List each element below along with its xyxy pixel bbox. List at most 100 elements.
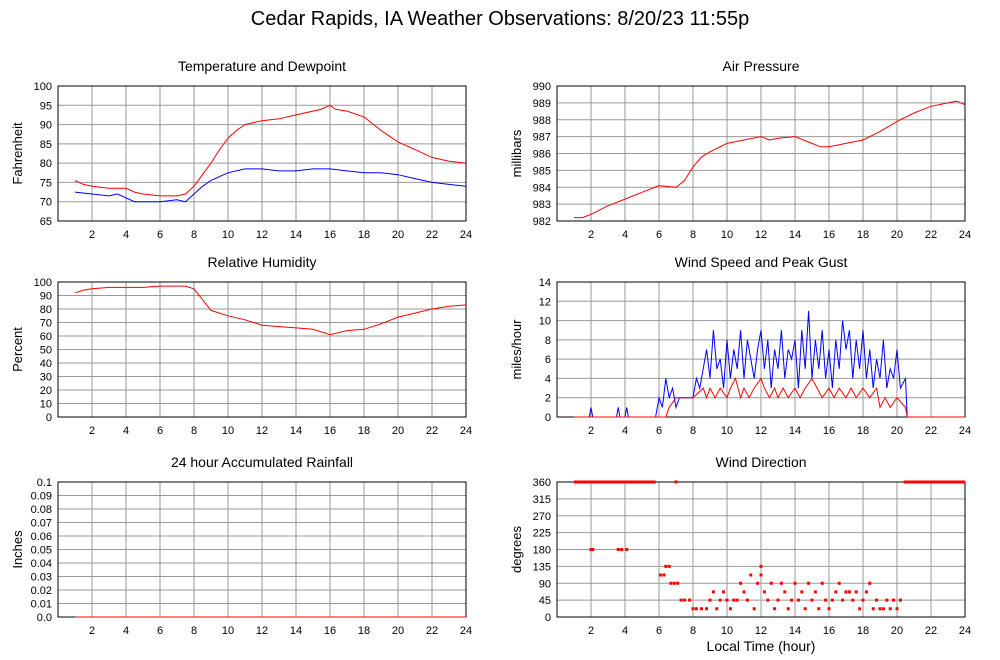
y-tick-label: 0.0 <box>37 612 52 624</box>
chart-title: Temperature and Dewpoint <box>178 58 346 74</box>
y-tick-label: 10 <box>539 316 551 328</box>
y-tick-label: 180 <box>533 545 551 557</box>
direction-point <box>769 581 773 585</box>
plot-frame <box>57 85 467 222</box>
series-line-red <box>574 100 966 219</box>
direction-point <box>824 598 828 602</box>
x-tick-label: 6 <box>656 229 662 241</box>
chart-title: Wind Speed and Peak Gust <box>675 254 848 270</box>
direction-point <box>830 598 834 602</box>
y-tick-label: 80 <box>40 304 52 316</box>
x-tick-label: 10 <box>222 425 234 437</box>
direction-point <box>694 607 698 611</box>
direction-point <box>756 581 760 585</box>
direction-point <box>620 548 624 551</box>
x-tick-label: 24 <box>959 625 971 637</box>
x-tick-label: 2 <box>588 425 594 437</box>
x-tick-label: 22 <box>925 229 937 241</box>
direction-point <box>705 607 709 611</box>
direction-point <box>659 573 663 577</box>
x-tick-label: 4 <box>123 425 129 437</box>
direction-point <box>800 590 804 594</box>
x-tick-label: 10 <box>222 625 234 637</box>
y-tick-label: 90 <box>539 578 551 590</box>
y-tick-label: 0 <box>545 412 551 424</box>
plot-frame <box>556 481 966 618</box>
x-tick-label: 10 <box>721 425 733 437</box>
direction-point <box>679 598 683 602</box>
series-line-red <box>574 377 965 418</box>
direction-point <box>779 581 783 585</box>
direction-point <box>837 581 841 585</box>
direction-point <box>722 590 726 594</box>
y-tick-label: 984 <box>533 182 551 194</box>
direction-point <box>817 607 821 611</box>
direction-point <box>664 564 668 568</box>
y-tick-label: 225 <box>533 528 551 540</box>
y-tick-label: 270 <box>533 511 551 523</box>
plot-frame <box>556 85 966 222</box>
x-tick-label: 2 <box>89 425 95 437</box>
direction-point <box>898 598 902 602</box>
y-tick-label: 14 <box>539 277 551 289</box>
direction-point <box>674 480 678 484</box>
direction-point <box>796 598 800 602</box>
y-tick-label: 990 <box>533 81 551 93</box>
direction-point <box>888 607 892 611</box>
plot-frame <box>556 281 966 418</box>
plot-frame <box>57 281 467 418</box>
x-tick-label: 6 <box>656 625 662 637</box>
x-tick-label: 22 <box>426 425 438 437</box>
x-tick-label: 20 <box>891 229 903 241</box>
x-tick-label: 12 <box>256 229 268 241</box>
y-tick-label: 360 <box>533 477 551 489</box>
series-line-red <box>74 285 467 336</box>
x-axis-label: Local Time (hour) <box>707 638 816 654</box>
x-tick-label: 18 <box>358 425 370 437</box>
x-tick-label: 2 <box>89 625 95 637</box>
y-tick-label: 0.06 <box>31 531 52 543</box>
x-tick-label: 8 <box>191 229 197 241</box>
y-tick-label: 135 <box>533 561 551 573</box>
y-tick-label: 65 <box>40 216 52 228</box>
x-tick-label: 20 <box>392 625 404 637</box>
y-tick-label: 100 <box>34 277 52 289</box>
direction-point <box>759 573 763 577</box>
y-tick-label: 60 <box>40 331 52 343</box>
direction-point <box>688 598 692 602</box>
direction-point <box>762 590 766 594</box>
x-tick-label: 22 <box>925 625 937 637</box>
direction-point <box>589 548 593 551</box>
direction-point <box>676 581 680 585</box>
direction-point <box>739 581 743 585</box>
x-tick-label: 22 <box>925 425 937 437</box>
direction-point <box>711 590 715 594</box>
y-tick-label: 70 <box>40 318 52 330</box>
x-tick-label: 16 <box>324 625 336 637</box>
y-tick-label: 0.01 <box>31 599 52 611</box>
direction-point <box>871 607 875 611</box>
direction-point <box>875 598 879 602</box>
direction-point <box>732 598 736 602</box>
y-axis-label: miles/hour <box>509 319 524 380</box>
y-tick-label: 0 <box>545 612 551 624</box>
y-tick-label: 2 <box>545 393 551 405</box>
direction-point <box>742 590 746 594</box>
direction-point <box>708 598 712 602</box>
x-tick-label: 8 <box>690 425 696 437</box>
x-tick-label: 4 <box>123 625 129 637</box>
x-tick-label: 8 <box>191 425 197 437</box>
x-tick-label: 2 <box>588 625 594 637</box>
y-tick-label: 90 <box>40 291 52 303</box>
y-tick-label: 8 <box>545 335 551 347</box>
direction-point <box>700 607 703 611</box>
x-tick-label: 16 <box>823 425 835 437</box>
y-tick-label: 10 <box>40 399 52 411</box>
direction-point <box>616 548 620 551</box>
x-tick-label: 12 <box>256 425 268 437</box>
y-tick-label: 0 <box>46 412 52 424</box>
y-tick-label: 20 <box>40 385 52 397</box>
direction-point <box>847 590 851 594</box>
